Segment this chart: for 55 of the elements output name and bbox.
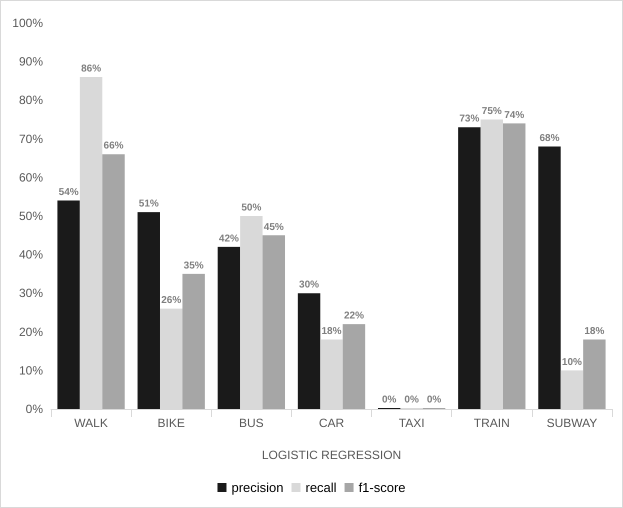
x-axis-title: LOGISTIC REGRESSION	[262, 448, 402, 462]
bar	[458, 127, 481, 409]
y-tick-label: 90%	[18, 54, 44, 69]
y-tick-label: 20%	[18, 324, 44, 339]
x-tick-label: SUBWAY	[546, 416, 598, 430]
y-tick-label: 80%	[18, 93, 44, 108]
bar	[102, 154, 125, 409]
y-tick-label: 40%	[18, 248, 44, 262]
data-label: 73%	[459, 114, 480, 125]
data-label: 74%	[504, 110, 524, 121]
data-label: 10%	[562, 356, 582, 368]
data-label: 35%	[184, 260, 204, 272]
bar	[342, 324, 366, 409]
y-tick-label: 0%	[26, 402, 44, 416]
data-label: 66%	[104, 140, 124, 152]
y-tick-label: 10%	[18, 363, 44, 378]
data-label: 75%	[482, 106, 502, 117]
legend-label: precision	[231, 480, 284, 495]
x-tick-label: BUS	[239, 416, 264, 430]
bar	[583, 340, 606, 409]
bar	[262, 235, 286, 409]
legend-label: f1-score	[358, 480, 406, 495]
data-label: 86%	[81, 64, 102, 75]
x-tick-label: CAR	[318, 416, 344, 430]
y-tick-label: 30%	[18, 286, 44, 300]
bar	[218, 246, 240, 409]
x-tick-label: WALK	[74, 416, 108, 430]
data-label: 18%	[321, 326, 342, 338]
data-label: 30%	[299, 280, 320, 291]
x-tick-label: BIKE	[158, 416, 185, 430]
data-label: 0%	[404, 394, 419, 406]
bar	[538, 146, 561, 409]
data-label: 51%	[138, 198, 159, 210]
bar	[298, 293, 320, 409]
y-tick-label: 60%	[18, 170, 44, 184]
data-label: 50%	[241, 202, 262, 214]
data-label: 0%	[426, 394, 442, 406]
y-tick-label: 50%	[18, 209, 44, 223]
data-label: 18%	[584, 326, 604, 338]
data-label: 45%	[264, 222, 284, 233]
x-tick-label: TRAIN	[474, 416, 510, 430]
x-tick-label: TAXI	[398, 416, 425, 430]
data-label: 26%	[161, 295, 182, 306]
data-label: 0%	[382, 394, 397, 406]
bar	[503, 123, 526, 409]
data-label: 54%	[58, 187, 79, 198]
y-tick-label: 70%	[18, 132, 44, 146]
bar	[182, 274, 205, 409]
legend-label: recall	[306, 480, 337, 495]
bar	[57, 200, 80, 409]
data-label: 22%	[344, 310, 364, 322]
y-tick-label: 100%	[12, 16, 44, 30]
data-label: 42%	[218, 233, 240, 244]
data-label: 68%	[539, 133, 560, 144]
bar	[138, 212, 160, 409]
